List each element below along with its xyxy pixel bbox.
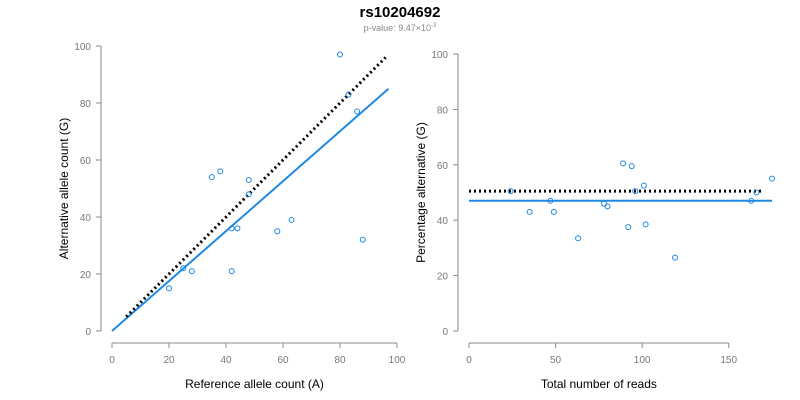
panel1-data-point (228, 225, 235, 232)
panel1-x-tick-label: 60 (277, 355, 289, 366)
panel2-y-tick-label: 0 (442, 327, 448, 338)
panel1-data-point (288, 216, 295, 223)
panel2-y-axis-label: Percentage alternative (G) (414, 122, 428, 263)
panel1-data-point (208, 174, 215, 181)
panel1-y-tick-label: 40 (80, 213, 92, 224)
panel1-x-axis-label: Reference allele count (A) (185, 377, 324, 391)
panel2-y-tick-label: 80 (437, 105, 449, 116)
panel1-data-point (245, 191, 252, 198)
panel1-y-tick-label: 60 (80, 156, 92, 167)
subtitle-prefix: p-value: 9.47×10 (363, 23, 431, 33)
panel2-data-point (748, 197, 755, 204)
panel1-data-point (354, 108, 361, 115)
panel1-data-point (245, 176, 252, 183)
panel1-data-point (217, 168, 224, 175)
panel2-y-tick-label: 20 (437, 272, 449, 283)
panel2-data-point (575, 235, 582, 242)
panel2-data-point (753, 189, 760, 196)
panel2-y-tick-label: 100 (431, 50, 448, 61)
panel2-data-point (620, 160, 627, 167)
panel1-y-axis-label: Alternative allele count (G) (57, 118, 71, 259)
panel2-x-axis-label: Total number of reads (541, 377, 657, 391)
panel2-data-point (632, 188, 639, 195)
panel2-x-tick-label: 150 (720, 355, 737, 366)
panel1-y-tick-label: 80 (80, 99, 92, 110)
panel1-x-tick-label: 100 (389, 355, 406, 366)
panel1-y-tick-label: 20 (80, 270, 92, 281)
panel1-data-point (234, 225, 241, 232)
panel1-data-point (180, 265, 187, 272)
panel2-data-point (672, 254, 679, 261)
panel2-data-point (642, 221, 649, 228)
chart-title: rs10204692 (359, 4, 441, 21)
chart-subtitle: p-value: 9.47×10-3 (0, 23, 800, 33)
panel1-data-point (188, 268, 195, 275)
panel2-y-tick-label: 60 (437, 161, 449, 172)
panel1-x-tick-label: 20 (163, 355, 175, 366)
panel2-x-tick-label: 100 (634, 355, 651, 366)
panel1-data-point (166, 285, 172, 292)
panel2-data-point (769, 175, 775, 182)
panel1-reference-line (125, 56, 387, 318)
panel2-y-tick-label: 40 (437, 216, 449, 227)
panel2-data-point (604, 203, 611, 210)
panel2-x-tick-label: 0 (466, 355, 472, 366)
panel1-y-tick-label: 0 (85, 327, 91, 338)
panel2-x-tick-label: 50 (550, 355, 562, 366)
panel1-x-tick-label: 40 (220, 355, 232, 366)
panel1-y-tick-label: 100 (74, 42, 91, 53)
panel1-x-tick-label: 80 (334, 355, 346, 366)
panel2-data-point (526, 208, 533, 215)
panel2-data-point (625, 224, 632, 231)
panel1-data-point (337, 51, 343, 58)
panel1-data-point (359, 236, 366, 243)
panel2-data-point (640, 182, 647, 189)
panel1-fit-line (111, 87, 390, 332)
panel2-data-point (547, 197, 554, 204)
panel2-data-point (550, 208, 557, 215)
panel2-data-point (507, 188, 514, 195)
panel1-data-point (345, 91, 352, 98)
panel1-x-tick-label: 0 (109, 355, 115, 366)
panel2-data-point (628, 163, 635, 170)
panel2-data-point (601, 200, 608, 207)
panel1-data-point (228, 268, 235, 275)
panel1-data-point (274, 228, 281, 235)
subtitle-exponent: -3 (430, 23, 437, 29)
